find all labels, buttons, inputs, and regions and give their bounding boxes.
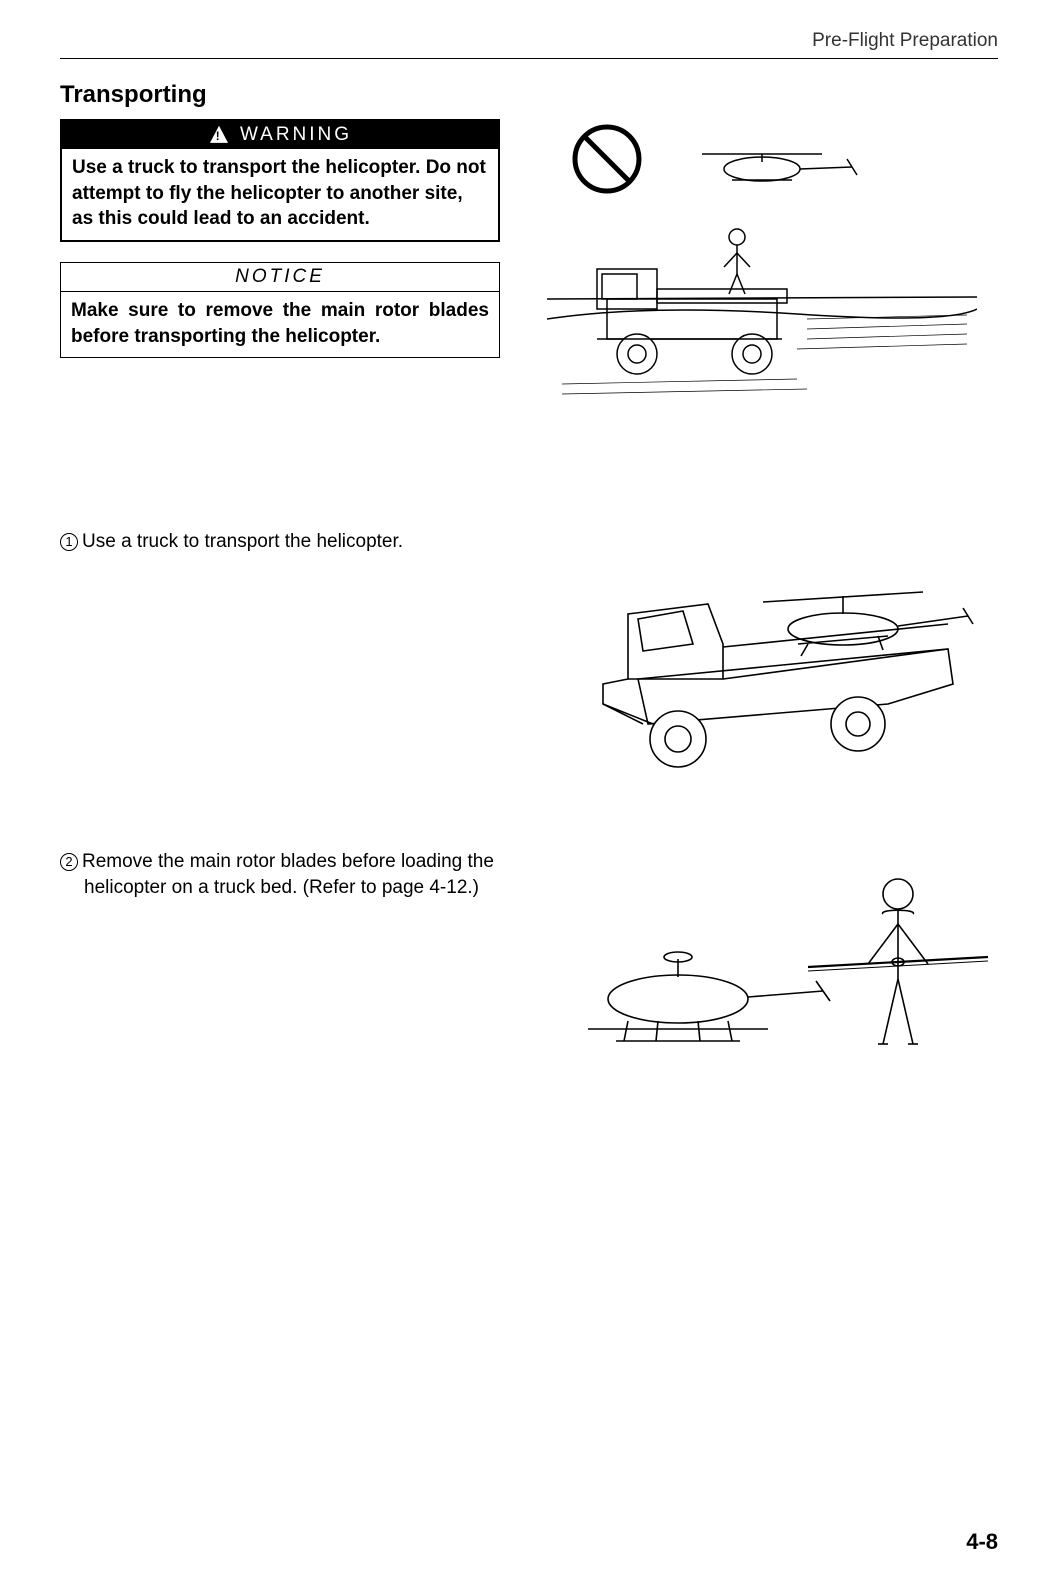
section-title: Transporting <box>60 81 998 109</box>
step-1: 1Use a truck to transport the helicopter… <box>60 529 998 789</box>
warning-box: ! WARNING Use a truck to transport the h… <box>60 119 500 242</box>
illustration-step-1 <box>558 529 998 789</box>
warning-body: Use a truck to transport the helicopter.… <box>62 149 498 240</box>
page-number: 4-8 <box>966 1529 998 1555</box>
step-2-marker: 2 <box>60 853 78 871</box>
warning-label: WARNING <box>240 124 352 146</box>
svg-text:!: ! <box>216 130 222 143</box>
step-2-text-line2: helicopter on a truck bed. (Refer to pag… <box>60 875 532 901</box>
step-2: 2Remove the main rotor blades before loa… <box>60 849 998 1109</box>
illustration-top <box>526 119 998 409</box>
notice-label: NOTICE <box>61 263 499 292</box>
header-section-label: Pre-Flight Preparation <box>812 30 998 51</box>
step-1-marker: 1 <box>60 533 78 551</box>
illustration-step-2 <box>558 849 998 1109</box>
step-1-text: Use a truck to transport the helicopter. <box>82 531 403 552</box>
warning-header: ! WARNING <box>62 121 498 149</box>
notice-box: NOTICE Make sure to remove the main roto… <box>60 262 500 358</box>
warning-triangle-icon: ! <box>208 124 230 146</box>
notice-body: Make sure to remove the main rotor blade… <box>61 292 499 357</box>
step-2-text-line1: Remove the main rotor blades before load… <box>82 851 494 872</box>
page-header: Pre-Flight Preparation <box>60 30 998 59</box>
